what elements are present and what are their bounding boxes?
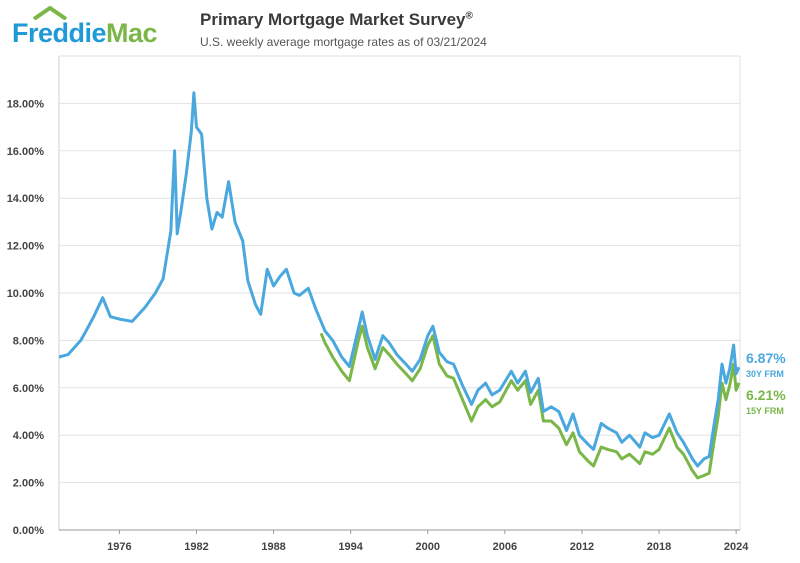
house-roof-icon [32, 6, 68, 20]
chart-subtitle: U.S. weekly average mortgage rates as of… [200, 35, 487, 49]
grid-lines [58, 55, 741, 531]
logo-wordmark: FreddieMac [12, 18, 158, 49]
logo-word-freddie: Freddie [12, 18, 107, 48]
y-tick-label: 2.00% [13, 478, 44, 490]
x-axis-ticks: 1976 1982 1988 1994 2000 2006 2012 2018 2024 [107, 530, 749, 553]
x-tick-label: 2012 [570, 541, 594, 553]
end-value-labels: 6.87% 30Y FRM 6.21% 15Y FRM [746, 350, 786, 416]
y-tick-label: 6.00% [13, 383, 44, 395]
logo-word-mac: Mac [106, 18, 158, 48]
x-tick-label: 2018 [647, 541, 671, 553]
y-tick-label: 0.00% [13, 525, 44, 537]
y-tick-label: 18.00% [7, 98, 45, 110]
series-line-15y-frm [319, 324, 741, 480]
x-tick-label: 2000 [416, 541, 440, 553]
y-tick-label: 14.00% [7, 193, 45, 205]
y-axis-ticks: 0.00% 2.00% 4.00% 6.00% 8.00% 10.00% 12.00% 14.… [7, 98, 45, 537]
chart-title-text: Primary Mortgage Market Survey [200, 10, 466, 29]
registered-mark: ® [465, 10, 473, 22]
x-tick-label: 1982 [184, 541, 208, 553]
series-lines [58, 91, 741, 480]
y-tick-label: 8.00% [13, 335, 44, 347]
series-name-label: 15Y FRM [746, 406, 784, 416]
series-name-label: 30Y FRM [746, 369, 784, 379]
y-tick-label: 10.00% [7, 288, 45, 300]
freddie-mac-logo: FreddieMac [12, 6, 187, 50]
x-tick-label: 1976 [107, 541, 131, 553]
y-tick-label: 4.00% [13, 430, 44, 442]
end-value-label: 6.87% [746, 350, 786, 366]
y-tick-label: 12.00% [7, 241, 45, 253]
chart-title: Primary Mortgage Market Survey® [200, 10, 473, 30]
x-tick-label: 1988 [261, 541, 285, 553]
series-line-30y-frm [58, 91, 741, 468]
x-tick-label: 1994 [338, 541, 363, 553]
x-tick-label: 2006 [493, 541, 517, 553]
end-value-label: 6.21% [746, 387, 786, 403]
x-tick-label: 2024 [724, 541, 749, 553]
y-tick-label: 16.00% [7, 146, 45, 158]
